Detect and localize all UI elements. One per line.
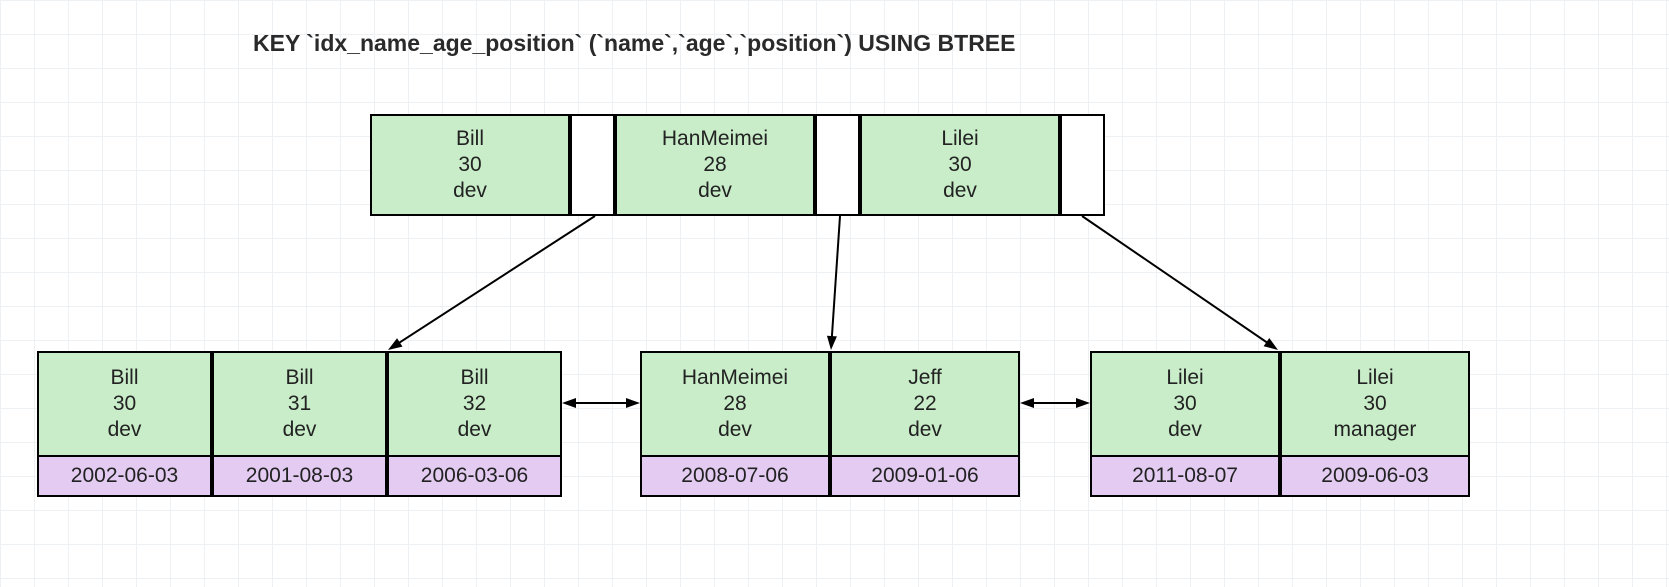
leaf-age: 30 bbox=[1363, 391, 1386, 417]
key-position: dev bbox=[943, 178, 977, 204]
leaf-date-text: 2008-07-06 bbox=[681, 463, 788, 489]
leaf-name: Bill bbox=[110, 365, 138, 391]
leaf-key: Bill31dev bbox=[212, 351, 387, 457]
key-name: Lilei bbox=[941, 126, 978, 152]
leaf-position: dev bbox=[108, 417, 142, 443]
leaf-position: dev bbox=[718, 417, 752, 443]
leaf-age: 31 bbox=[288, 391, 311, 417]
leaf-name: Lilei bbox=[1166, 365, 1203, 391]
leaf-key: Jeff22dev bbox=[830, 351, 1020, 457]
leaf-position: dev bbox=[283, 417, 317, 443]
key-age: 28 bbox=[703, 152, 726, 178]
root-gap bbox=[815, 114, 860, 216]
key-name: Bill bbox=[456, 126, 484, 152]
leaf-date: 2008-07-06 bbox=[640, 455, 830, 497]
leaf-age: 32 bbox=[463, 391, 486, 417]
root-gap bbox=[570, 114, 615, 216]
leaf-key: Lilei30manager bbox=[1280, 351, 1470, 457]
leaf-age: 28 bbox=[723, 391, 746, 417]
key-age: 30 bbox=[458, 152, 481, 178]
root-key: HanMeimei28dev bbox=[615, 114, 815, 216]
leaf-date-text: 2006-03-06 bbox=[421, 463, 528, 489]
key-age: 30 bbox=[948, 152, 971, 178]
leaf-date: 2006-03-06 bbox=[387, 455, 562, 497]
root-gap bbox=[1060, 114, 1105, 216]
leaf-date: 2001-08-03 bbox=[212, 455, 387, 497]
leaf-position: dev bbox=[458, 417, 492, 443]
leaf-date: 2002-06-03 bbox=[37, 455, 212, 497]
key-position: dev bbox=[453, 178, 487, 204]
leaf-name: Bill bbox=[285, 365, 313, 391]
leaf-date: 2011-08-07 bbox=[1090, 455, 1280, 497]
leaf-age: 30 bbox=[1173, 391, 1196, 417]
leaf-position: dev bbox=[908, 417, 942, 443]
leaf-name: Bill bbox=[460, 365, 488, 391]
key-position: dev bbox=[698, 178, 732, 204]
leaf-date-text: 2009-06-03 bbox=[1321, 463, 1428, 489]
leaf-name: Jeff bbox=[908, 365, 941, 391]
diagram-stage: KEY `idx_name_age_position` (`name`,`age… bbox=[0, 0, 1669, 587]
leaf-date-text: 2009-01-06 bbox=[871, 463, 978, 489]
leaf-name: HanMeimei bbox=[682, 365, 788, 391]
root-key: Lilei30dev bbox=[860, 114, 1060, 216]
leaf-key: Lilei30dev bbox=[1090, 351, 1280, 457]
leaf-position: dev bbox=[1168, 417, 1202, 443]
leaf-position: manager bbox=[1334, 417, 1417, 443]
arrow-layer bbox=[0, 0, 1669, 587]
key-name: HanMeimei bbox=[662, 126, 768, 152]
leaf-age: 30 bbox=[113, 391, 136, 417]
leaf-key: Bill32dev bbox=[387, 351, 562, 457]
leaf-name: Lilei bbox=[1356, 365, 1393, 391]
leaf-key: Bill30dev bbox=[37, 351, 212, 457]
root-key: Bill30dev bbox=[370, 114, 570, 216]
leaf-key: HanMeimei28dev bbox=[640, 351, 830, 457]
leaf-date-text: 2011-08-07 bbox=[1132, 463, 1238, 489]
leaf-age: 22 bbox=[913, 391, 936, 417]
leaf-date: 2009-01-06 bbox=[830, 455, 1020, 497]
leaf-date: 2009-06-03 bbox=[1280, 455, 1470, 497]
leaf-date-text: 2001-08-03 bbox=[246, 463, 353, 489]
leaf-date-text: 2002-06-03 bbox=[71, 463, 178, 489]
